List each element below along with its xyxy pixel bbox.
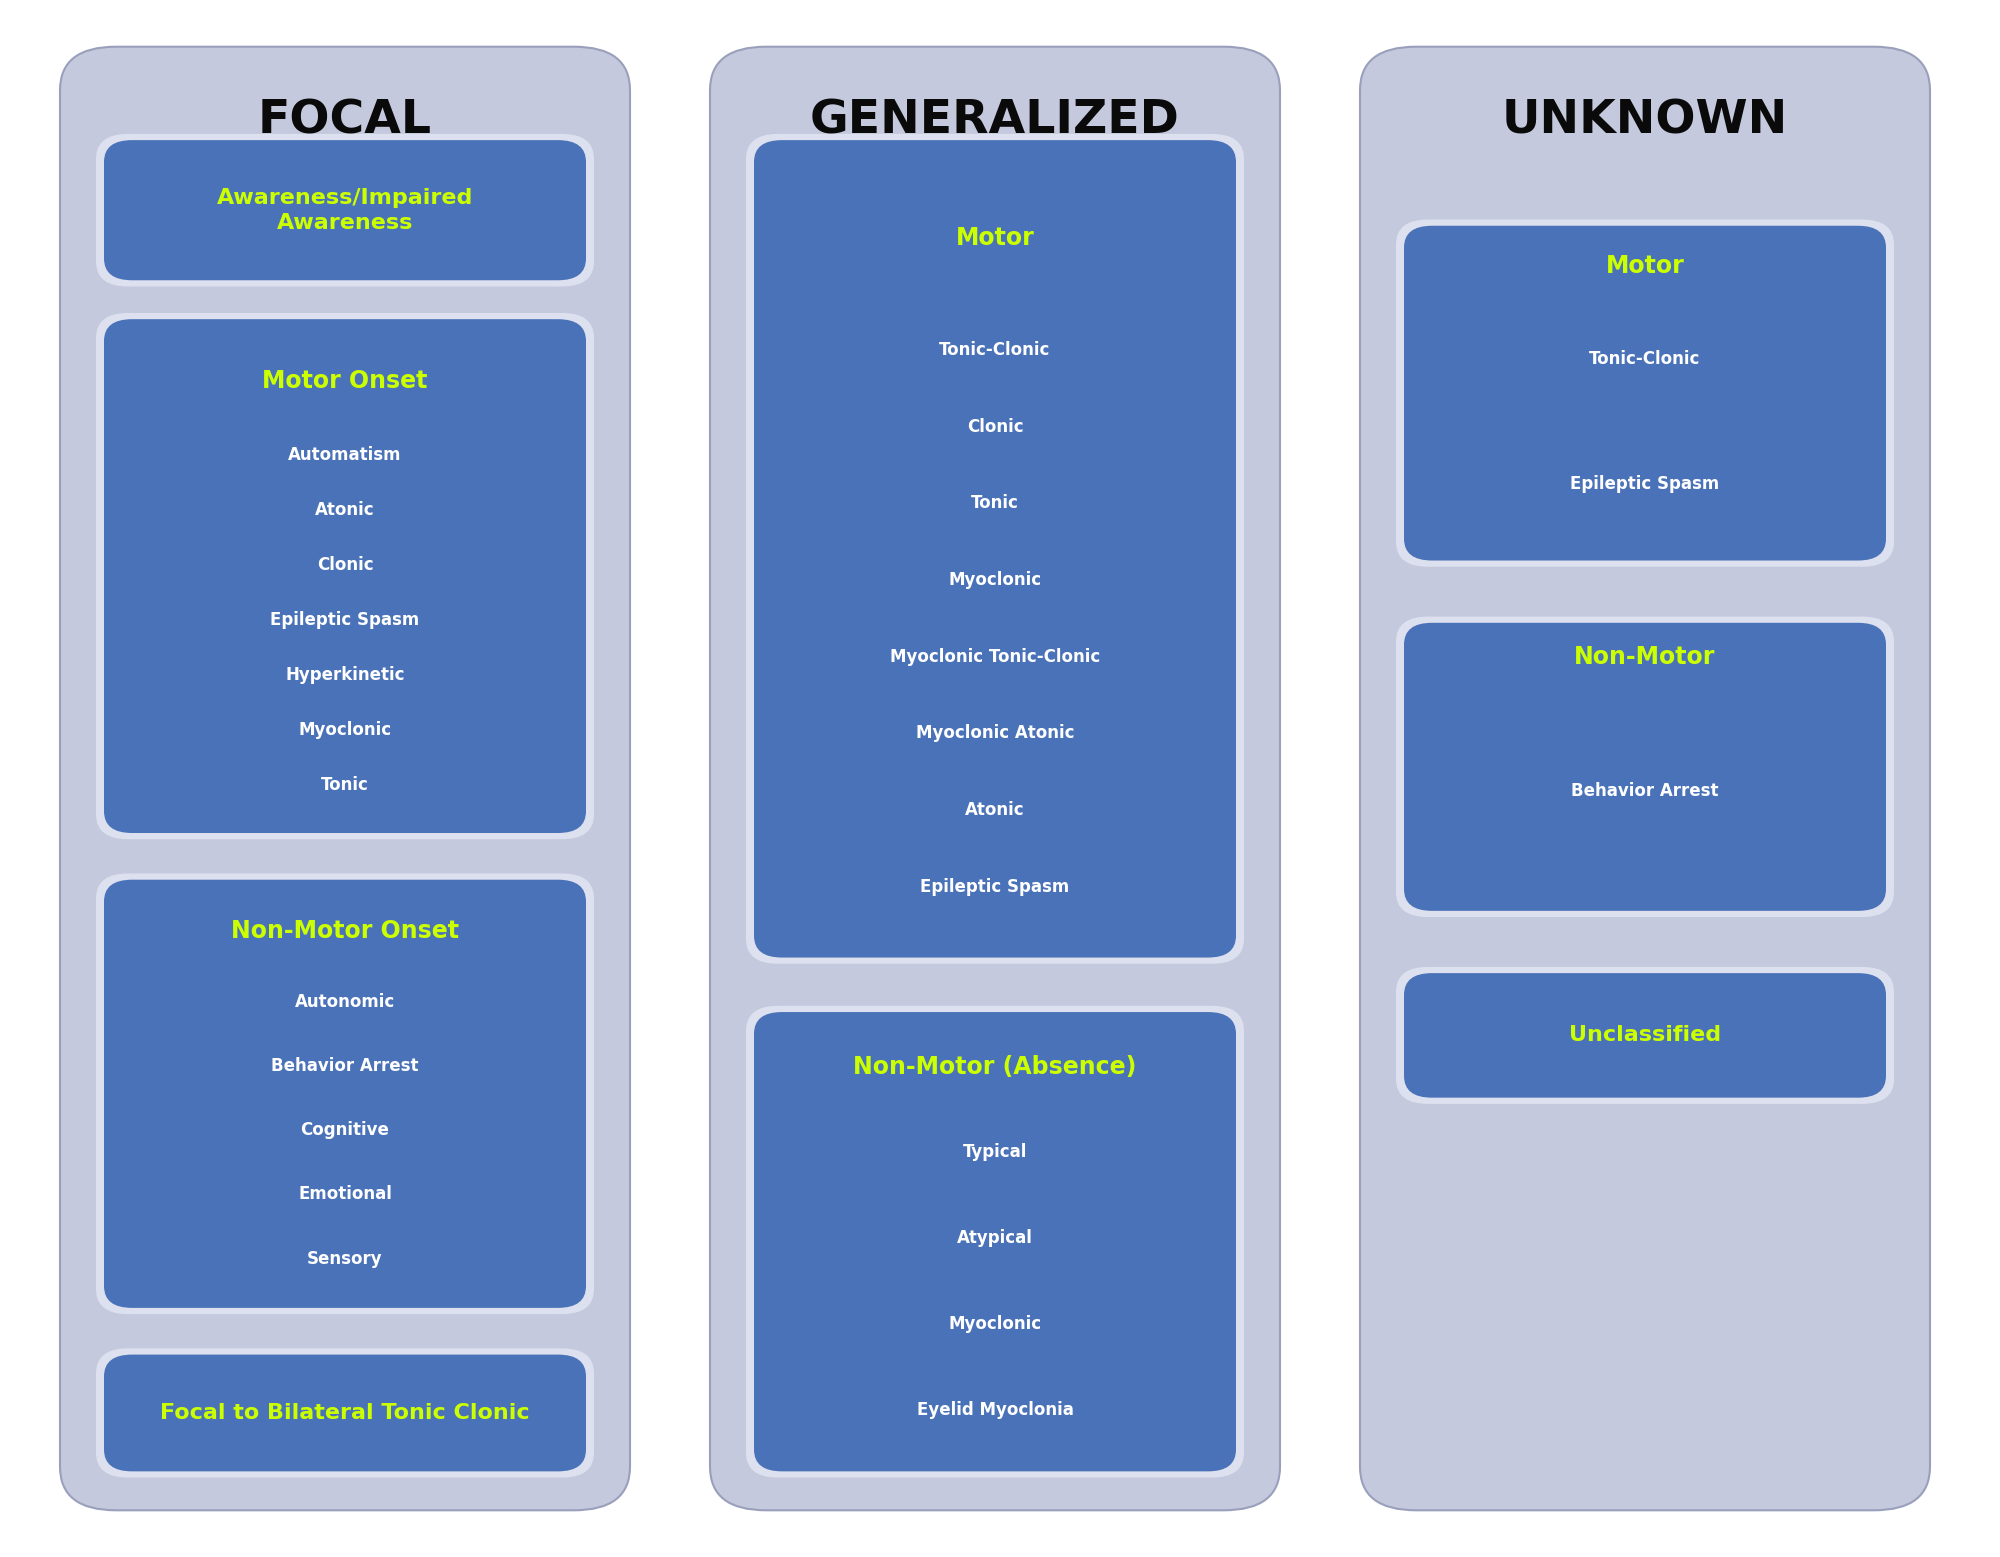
Text: GENERALIZED: GENERALIZED <box>810 100 1180 143</box>
FancyBboxPatch shape <box>96 134 594 286</box>
Text: Non-Motor Onset: Non-Motor Onset <box>232 919 460 944</box>
Text: Awareness/Impaired
Awareness: Awareness/Impaired Awareness <box>216 188 474 232</box>
FancyBboxPatch shape <box>754 140 1236 958</box>
FancyBboxPatch shape <box>104 1355 586 1471</box>
FancyBboxPatch shape <box>754 1012 1236 1471</box>
FancyBboxPatch shape <box>746 1006 1244 1478</box>
FancyBboxPatch shape <box>104 880 586 1308</box>
Text: Cognitive: Cognitive <box>300 1121 390 1140</box>
FancyBboxPatch shape <box>96 313 594 839</box>
Text: Hyperkinetic: Hyperkinetic <box>286 666 404 684</box>
FancyBboxPatch shape <box>1396 617 1894 917</box>
FancyBboxPatch shape <box>746 134 1244 964</box>
Text: Myoclonic: Myoclonic <box>948 571 1042 589</box>
FancyBboxPatch shape <box>96 873 594 1314</box>
Text: Tonic: Tonic <box>322 775 368 794</box>
Text: Sensory: Sensory <box>308 1250 382 1267</box>
Text: Epileptic Spasm: Epileptic Spasm <box>920 878 1070 895</box>
FancyBboxPatch shape <box>104 140 586 280</box>
Text: Motor: Motor <box>956 226 1034 251</box>
Text: Emotional: Emotional <box>298 1185 392 1204</box>
FancyBboxPatch shape <box>96 1348 594 1478</box>
Text: Atypical: Atypical <box>958 1228 1032 1247</box>
FancyBboxPatch shape <box>1404 623 1886 911</box>
FancyBboxPatch shape <box>1404 226 1886 561</box>
FancyBboxPatch shape <box>1360 47 1930 1510</box>
Text: Non-Motor: Non-Motor <box>1574 645 1716 670</box>
Text: Automatism: Automatism <box>288 445 402 464</box>
FancyBboxPatch shape <box>104 319 586 833</box>
Text: Myoclonic Tonic-Clonic: Myoclonic Tonic-Clonic <box>890 648 1100 666</box>
Text: Motor: Motor <box>1606 254 1684 279</box>
Text: Typical: Typical <box>962 1143 1028 1160</box>
FancyBboxPatch shape <box>1396 967 1894 1104</box>
Text: Atonic: Atonic <box>966 800 1024 819</box>
Text: Atonic: Atonic <box>316 501 374 518</box>
FancyBboxPatch shape <box>710 47 1280 1510</box>
Text: Tonic-Clonic: Tonic-Clonic <box>1590 350 1700 367</box>
Text: Eyelid Myoclonia: Eyelid Myoclonia <box>916 1401 1074 1418</box>
Text: Behavior Arrest: Behavior Arrest <box>272 1057 418 1074</box>
Text: UNKNOWN: UNKNOWN <box>1502 100 1788 143</box>
Text: Epileptic Spasm: Epileptic Spasm <box>270 610 420 629</box>
Text: Non-Motor (Absence): Non-Motor (Absence) <box>854 1056 1136 1079</box>
Text: Myoclonic Atonic: Myoclonic Atonic <box>916 724 1074 743</box>
Text: Tonic-Clonic: Tonic-Clonic <box>940 341 1050 360</box>
FancyBboxPatch shape <box>1404 973 1886 1098</box>
Text: Behavior Arrest: Behavior Arrest <box>1572 782 1718 800</box>
Text: Epileptic Spasm: Epileptic Spasm <box>1570 475 1720 494</box>
FancyBboxPatch shape <box>60 47 630 1510</box>
Text: Motor Onset: Motor Onset <box>262 369 428 392</box>
Text: Clonic: Clonic <box>966 417 1024 436</box>
Text: Clonic: Clonic <box>316 556 374 573</box>
Text: Focal to Bilateral Tonic Clonic: Focal to Bilateral Tonic Clonic <box>160 1403 530 1423</box>
Text: FOCAL: FOCAL <box>258 100 432 143</box>
Text: Myoclonic: Myoclonic <box>948 1314 1042 1333</box>
Text: Unclassified: Unclassified <box>1568 1026 1722 1045</box>
Text: Autonomic: Autonomic <box>294 993 396 1010</box>
Text: Myoclonic: Myoclonic <box>298 721 392 740</box>
Text: Tonic: Tonic <box>972 495 1018 512</box>
FancyBboxPatch shape <box>1396 220 1894 567</box>
